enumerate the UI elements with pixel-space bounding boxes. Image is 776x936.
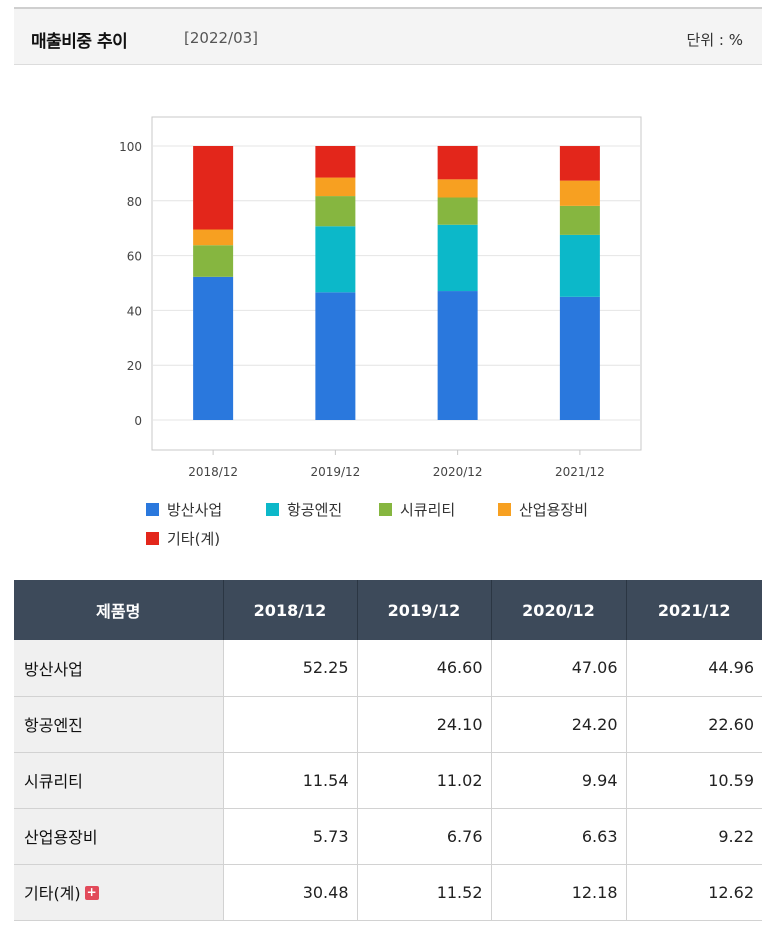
- chart-header: 매출비중 추이 [2022/03] 단위 : %: [14, 7, 762, 65]
- period-label: [2022/03]: [184, 29, 259, 47]
- x-tick-label: 2019/12: [310, 465, 360, 479]
- row-name: 항공엔진: [14, 696, 223, 753]
- bar-segment: [315, 177, 356, 197]
- bar-segment: [315, 292, 356, 420]
- bar-segment: [559, 296, 600, 420]
- row-name: 산업용장비: [14, 808, 223, 865]
- y-tick-label: 80: [127, 195, 142, 209]
- bar-segment: [315, 226, 356, 293]
- table-cell: 5.73: [222, 808, 357, 865]
- row-name: 방산사업: [14, 640, 223, 697]
- y-tick-label: 40: [127, 304, 142, 318]
- sales-ratio-table: 제품명 2018/12 2019/12 2020/12 2021/12 방산사업…: [14, 580, 762, 921]
- unit-label: 단위 : %: [686, 31, 743, 49]
- table-cell: 11.52: [356, 864, 491, 921]
- row-name-label: 기타(계): [24, 884, 81, 903]
- legend-label: 산업용장비: [519, 501, 589, 519]
- legend-label: 방산사업: [167, 501, 223, 519]
- table-cell: 46.60: [356, 640, 491, 697]
- bar-segment: [437, 291, 478, 420]
- legend-item: 산업용장비: [498, 500, 588, 520]
- legend-item: 기타(계): [146, 529, 220, 549]
- table-cell: 30.48: [222, 864, 357, 921]
- table-cell: 22.60: [625, 696, 762, 753]
- column-header: 제품명: [14, 580, 223, 640]
- legend-swatch: [379, 503, 392, 516]
- table-cell: 11.54: [222, 752, 357, 809]
- table-cell: 9.22: [625, 808, 762, 865]
- table-row: 방산사업 52.25 46.60 47.06 44.96: [14, 640, 762, 697]
- legend-swatch: [498, 503, 511, 516]
- table-cell: 24.20: [490, 696, 626, 753]
- row-name: 시큐리티: [14, 752, 223, 809]
- legend-label: 기타(계): [167, 530, 221, 548]
- table-cell: 12.62: [625, 864, 762, 921]
- table-cell: 24.10: [356, 696, 491, 753]
- bar-segment: [315, 146, 356, 178]
- legend-label: 항공엔진: [287, 501, 343, 519]
- bar-segment: [193, 146, 234, 230]
- row-name-expandable: 기타(계) +: [14, 864, 223, 921]
- column-header: 2018/12: [222, 580, 357, 640]
- column-header: 2019/12: [356, 580, 491, 640]
- column-header: 2021/12: [625, 580, 762, 640]
- stacked-bar-chart: 0 20 40 60 80 100 2018/12 2019/12 2020/12 2021/12: [119, 116, 642, 479]
- table-cell: 47.06: [490, 640, 626, 697]
- table-cell: 6.76: [356, 808, 491, 865]
- table-cell: 9.94: [490, 752, 626, 809]
- table-cell: 44.96: [625, 640, 762, 697]
- bar-segment: [559, 180, 600, 206]
- table-cell: 10.59: [625, 752, 762, 809]
- legend-swatch: [266, 503, 279, 516]
- table-cell: [222, 696, 357, 753]
- table-row: 시큐리티 11.54 11.02 9.94 10.59: [14, 752, 762, 809]
- legend-label: 시큐리티: [400, 501, 456, 519]
- table-row: 항공엔진 24.10 24.20 22.60: [14, 696, 762, 753]
- legend-swatch: [146, 503, 159, 516]
- table-cell: 52.25: [222, 640, 357, 697]
- table-cell: 12.18: [490, 864, 626, 921]
- bar-segment: [437, 197, 478, 225]
- y-tick-label: 0: [134, 414, 142, 428]
- legend-item: 시큐리티: [379, 500, 455, 520]
- x-tick-label: 2021/12: [555, 465, 605, 479]
- y-tick-label: 60: [127, 250, 142, 264]
- table-cell: 6.63: [490, 808, 626, 865]
- y-tick-label: 100: [119, 140, 142, 154]
- bar-segment: [559, 205, 600, 235]
- bar-segment: [315, 196, 356, 227]
- x-tick-label: 2020/12: [433, 465, 483, 479]
- legend-swatch: [146, 532, 159, 545]
- bar-segment: [193, 229, 234, 246]
- table-header-row: 제품명 2018/12 2019/12 2020/12 2021/12: [14, 580, 762, 640]
- y-tick-label: 20: [127, 359, 142, 373]
- bar-segment: [193, 276, 234, 420]
- bar-segment: [437, 224, 478, 292]
- x-tick-label: 2018/12: [188, 465, 238, 479]
- table-cell: 11.02: [356, 752, 491, 809]
- plus-icon[interactable]: +: [84, 884, 99, 900]
- bar-segment: [559, 146, 600, 181]
- legend-item: 항공엔진: [266, 500, 342, 520]
- table-row: 기타(계) + 30.48 11.52 12.18 12.62: [14, 864, 762, 921]
- page-title: 매출비중 추이: [31, 32, 128, 52]
- bar-segment: [437, 145, 478, 180]
- bar-segment: [437, 179, 478, 198]
- bar-segment: [559, 234, 600, 297]
- bar-segment: [193, 245, 234, 277]
- plot-area: [151, 116, 642, 451]
- legend-item: 방산사업: [146, 500, 222, 520]
- column-header: 2020/12: [490, 580, 626, 640]
- table-row: 산업용장비 5.73 6.76 6.63 9.22: [14, 808, 762, 865]
